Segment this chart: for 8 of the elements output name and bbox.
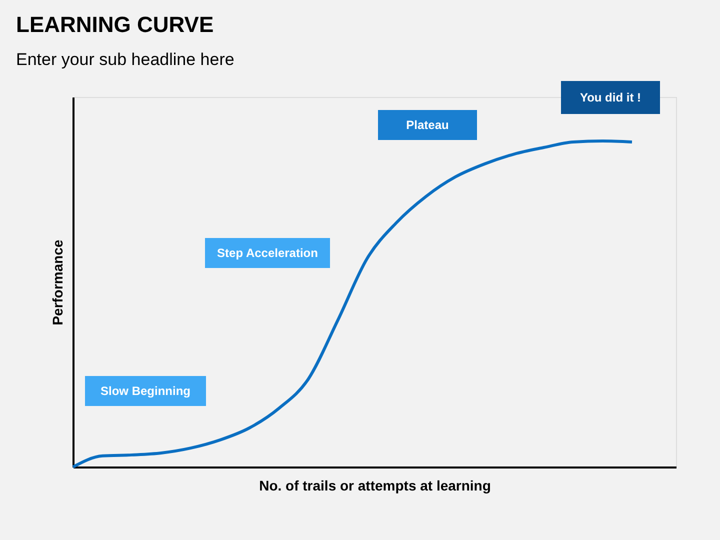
x-axis-title: No. of trails or attempts at learning	[259, 478, 491, 494]
chart-title: LEARNING CURVE	[16, 12, 214, 37]
text: You did it !	[580, 90, 642, 104]
text: Plateau	[406, 118, 449, 132]
y-axis-title: Performance	[50, 239, 66, 326]
annotation: Step Acceleration	[217, 246, 318, 260]
chart-subtitle: Enter your sub headline here	[16, 50, 234, 69]
annotation: Slow Beginning	[100, 384, 190, 398]
